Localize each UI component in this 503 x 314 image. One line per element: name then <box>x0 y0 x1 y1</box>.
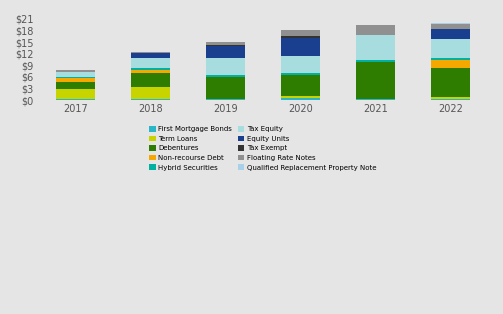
Bar <box>131 87 170 99</box>
Bar <box>206 75 245 77</box>
Bar <box>206 77 245 99</box>
Bar <box>56 82 95 89</box>
Bar <box>206 99 245 100</box>
Bar <box>281 73 320 75</box>
Bar <box>281 36 320 38</box>
Bar <box>281 96 320 98</box>
Bar <box>56 72 95 77</box>
Bar <box>131 73 170 87</box>
Bar <box>56 70 95 72</box>
Bar <box>431 58 470 60</box>
Bar <box>56 78 95 82</box>
Bar <box>131 58 170 68</box>
Bar <box>206 42 245 45</box>
Bar <box>356 99 395 100</box>
Bar <box>131 52 170 58</box>
Bar <box>356 25 395 35</box>
Bar <box>281 38 320 56</box>
Legend: First Mortgage Bonds, Term Loans, Debentures, Non-recourse Debt, Hybrid Securiti: First Mortgage Bonds, Term Loans, Debent… <box>148 125 378 172</box>
Bar <box>281 56 320 73</box>
Bar <box>56 77 95 78</box>
Bar <box>431 99 470 100</box>
Bar <box>356 62 395 99</box>
Bar <box>206 58 245 75</box>
Bar <box>281 30 320 36</box>
Bar <box>131 70 170 73</box>
Bar <box>281 75 320 96</box>
Bar <box>356 35 395 60</box>
Bar <box>56 89 95 99</box>
Bar <box>431 29 470 39</box>
Bar <box>431 97 470 99</box>
Bar <box>431 68 470 97</box>
Bar <box>206 45 245 46</box>
Bar <box>431 23 470 24</box>
Bar <box>131 68 170 70</box>
Bar <box>431 39 470 58</box>
Bar <box>431 24 470 29</box>
Bar <box>281 98 320 100</box>
Bar <box>206 46 245 58</box>
Bar <box>131 99 170 100</box>
Bar <box>431 60 470 68</box>
Bar <box>356 60 395 62</box>
Bar <box>56 99 95 100</box>
